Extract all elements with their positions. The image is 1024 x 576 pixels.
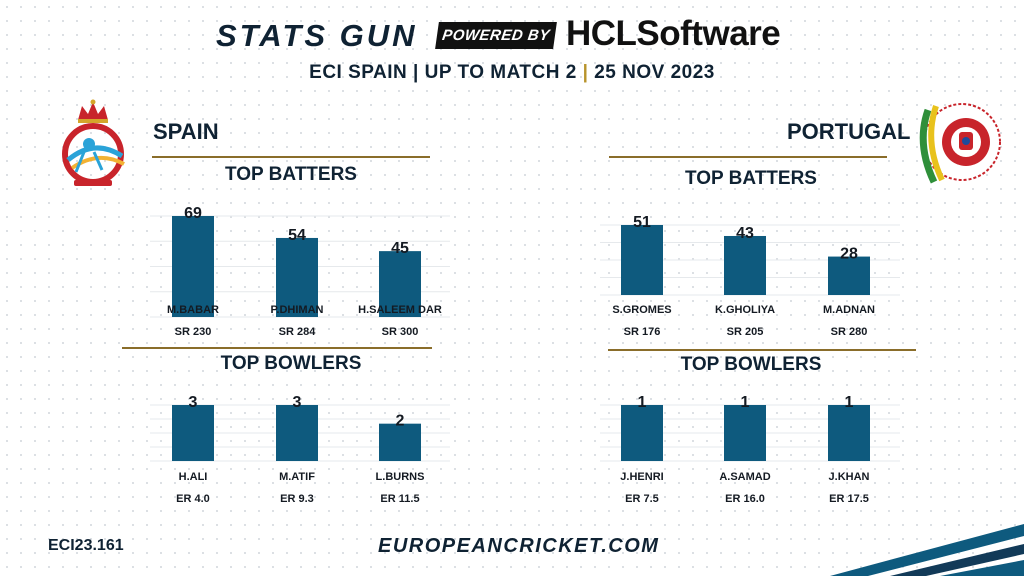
rate-label: ER 4.0: [176, 493, 210, 505]
bar-value-label: 45: [391, 240, 409, 257]
category-label: S.GROMES: [612, 304, 671, 316]
page-subtitle: ECI SPAIN | UP TO MATCH 2 | 25 NOV 2023: [0, 62, 1024, 84]
divider-spain-mid: [122, 347, 432, 349]
category-label: H.SALEEM DAR: [358, 304, 442, 316]
bar-value-label: 1: [638, 394, 647, 411]
rate-label: ER 17.5: [829, 493, 869, 505]
stats-gun-logo-text: STATS GUN: [216, 18, 418, 53]
bar-a-samad: [724, 405, 766, 461]
category-label: J.KHAN: [829, 471, 870, 483]
spain-federation-logo-icon: [62, 99, 125, 186]
rate-label: ER 16.0: [725, 493, 765, 505]
bar-value-label: 3: [293, 394, 302, 411]
bar-l-burns: [379, 423, 421, 461]
bar-value-label: 2: [396, 413, 405, 430]
section-title-portugal-batters: TOP BATTERS: [685, 168, 817, 189]
rate-label: SR 280: [831, 326, 868, 338]
footer-website[interactable]: EUROPEANCRICKET.COM: [378, 535, 660, 557]
bar-value-label: 1: [845, 394, 854, 411]
bar-p-dhiman: [276, 237, 318, 317]
bar-value-label: 1: [741, 394, 750, 411]
rate-label: ER 7.5: [625, 493, 659, 505]
powered-by-badge: POWERED BY: [435, 22, 557, 49]
divider-portugal-top: [609, 156, 887, 158]
rate-label: ER 9.3: [280, 493, 314, 505]
brand-header: STATS GUN POWERED BY HCLSoftware: [0, 10, 1024, 53]
category-label: M.BABAR: [167, 304, 219, 316]
bar-value-label: 51: [633, 214, 651, 231]
rate-label: SR 205: [727, 326, 764, 338]
section-title-spain-bowlers: TOP BOWLERS: [220, 353, 362, 374]
bar-k-gholiya: [724, 235, 766, 295]
category-label: M.ATIF: [279, 471, 315, 483]
subtitle-part-2: 25 NOV 2023: [588, 62, 715, 83]
chart-spain-batters: 69 M.BABAR SR 230 54 P.DHIMAN SR 284 45 H.SALEE…: [150, 205, 450, 338]
chart-portugal-bowlers: 1 J.HENRI ER 7.5 1 A.SAMAD ER 16.0 1 J.KHAN ER 1…: [600, 394, 900, 505]
chart-spain-bowlers: 3 H.ALI ER 4.0 3 M.ATIF ER 9.3 2 L.BURNS ER 11.5: [150, 394, 450, 505]
bar-s-gromes: [621, 225, 663, 295]
category-label: P.DHIMAN: [271, 304, 324, 316]
rate-label: SR 176: [624, 326, 661, 338]
hcl-software-logo-text: HCLSoftware: [566, 14, 781, 53]
category-label: K.GHOLIYA: [715, 304, 775, 316]
bar-m-atif: [276, 405, 318, 461]
bar-h-saleem-dar: [379, 251, 421, 317]
category-label: J.HENRI: [620, 471, 663, 483]
bar-j-khan: [828, 405, 870, 461]
bar-m-adnan: [828, 256, 870, 295]
subtitle-part-1: ECI SPAIN | UP TO MATCH 2: [309, 62, 583, 83]
portugal-federation-logo-icon: [919, 103, 1001, 184]
bar-value-label: 43: [736, 225, 754, 242]
team-name-portugal: PORTUGAL: [787, 119, 911, 144]
category-label: H.ALI: [179, 471, 208, 483]
divider-portugal-mid: [608, 349, 916, 351]
section-title-portugal-bowlers: TOP BOWLERS: [680, 354, 822, 375]
rate-label: SR 230: [175, 326, 212, 338]
chart-portugal-batters: 51 S.GROMES SR 176 43 K.GHOLIYA SR 205 28 M.ADN…: [600, 214, 900, 338]
category-label: L.BURNS: [376, 471, 425, 483]
bar-j-henri: [621, 405, 663, 461]
rate-label: SR 284: [279, 326, 317, 338]
rate-label: SR 300: [382, 326, 419, 338]
category-label: A.SAMAD: [719, 471, 770, 483]
bar-value-label: 54: [288, 227, 306, 244]
bar-m-babar: [172, 216, 214, 317]
bar-value-label: 69: [184, 205, 202, 222]
bar-h-ali: [172, 405, 214, 461]
subtitle-separator: |: [582, 62, 589, 83]
divider-spain-top: [152, 156, 430, 158]
category-label: M.ADNAN: [823, 304, 875, 316]
bar-value-label: 3: [189, 394, 198, 411]
footer-code: ECI23.161: [48, 537, 124, 554]
rate-label: ER 11.5: [380, 493, 419, 505]
team-name-spain: SPAIN: [153, 119, 219, 144]
corner-stripes-decoration: [830, 524, 1024, 576]
section-title-spain-batters: TOP BATTERS: [225, 164, 357, 185]
bar-value-label: 28: [840, 246, 858, 263]
